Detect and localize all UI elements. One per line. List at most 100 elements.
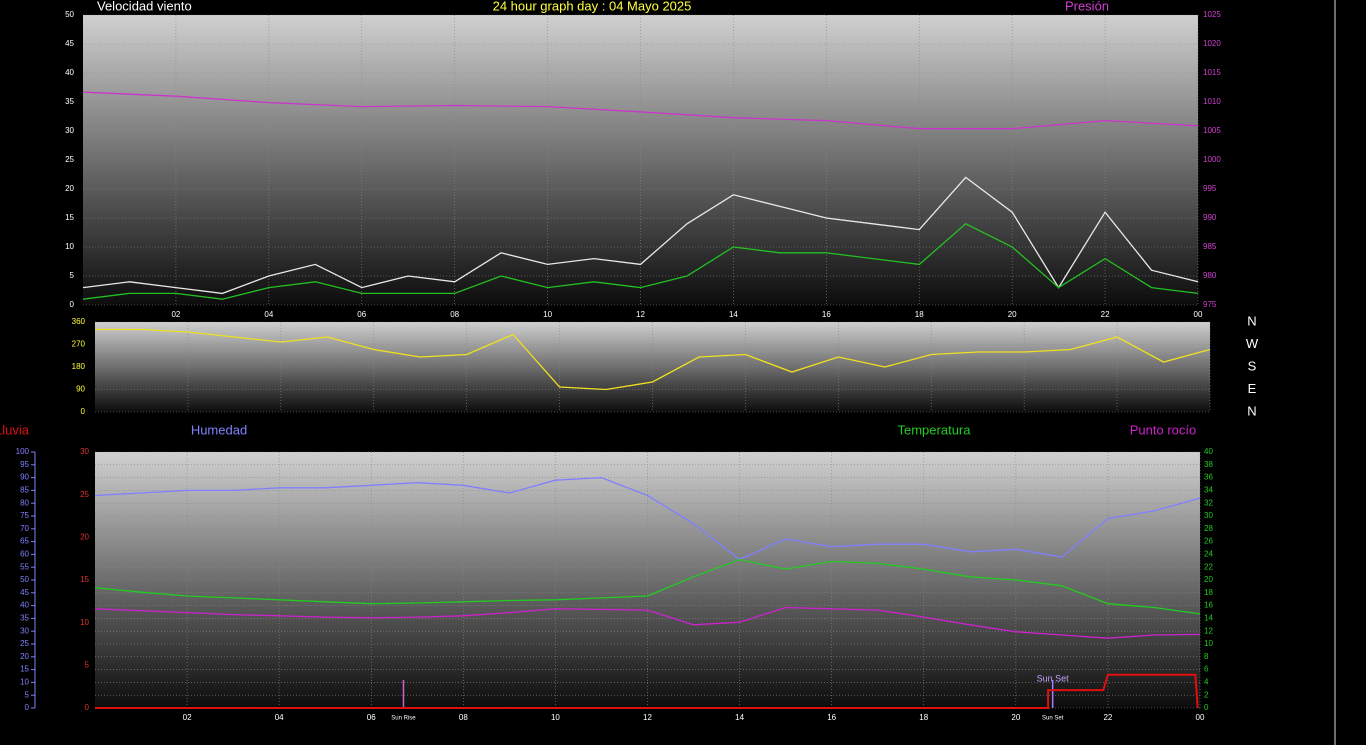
y2-tick-label: 16 bbox=[1204, 601, 1213, 610]
y2-tick-label: 10 bbox=[1204, 639, 1213, 648]
y-tick-label: 180 bbox=[72, 362, 86, 371]
y-tick-label: 100 bbox=[16, 447, 30, 456]
y2-tick-label: 8 bbox=[1204, 652, 1209, 661]
series-line bbox=[82, 223, 1199, 300]
y-tick-label: 70 bbox=[20, 524, 29, 533]
x-tick-label: 02 bbox=[171, 310, 180, 319]
x-tick-label: 20 bbox=[1008, 310, 1017, 319]
x-tick-label: 00 bbox=[1194, 310, 1203, 319]
y-tick-label: 90 bbox=[76, 385, 85, 394]
series-line bbox=[82, 176, 1199, 295]
y2-tick-label: 4 bbox=[1204, 678, 1209, 687]
y-tick-label: 75 bbox=[20, 511, 29, 520]
y2-tick-label: 26 bbox=[1204, 537, 1213, 546]
y3-tick-label: 15 bbox=[80, 575, 89, 584]
y-tick-label: 30 bbox=[65, 126, 74, 135]
y2-tick-label: W bbox=[1246, 336, 1259, 351]
y-tick-label: 55 bbox=[20, 562, 29, 571]
y2-tick-label: 1025 bbox=[1203, 10, 1221, 19]
x-tick-label: 18 bbox=[915, 310, 924, 319]
y3-tick-label: 10 bbox=[80, 618, 89, 627]
series-line bbox=[94, 606, 1201, 639]
x-tick-label: 06 bbox=[367, 713, 376, 722]
x-tick-label: 16 bbox=[827, 713, 836, 722]
series-line bbox=[82, 91, 1199, 130]
x-tick-label: 20 bbox=[1011, 713, 1020, 722]
pressure-label: Presión bbox=[1065, 0, 1109, 13]
x-tick-label: 08 bbox=[459, 713, 468, 722]
y2-tick-label: 40 bbox=[1204, 447, 1213, 456]
y-tick-label: 50 bbox=[65, 10, 74, 19]
y2-tick-label: 22 bbox=[1204, 562, 1213, 571]
y-tick-label: 45 bbox=[65, 39, 74, 48]
y2-tick-label: 985 bbox=[1203, 242, 1217, 251]
series-line bbox=[94, 476, 1201, 561]
x-tick-label: 18 bbox=[919, 713, 928, 722]
y-tick-label: 5 bbox=[25, 690, 30, 699]
series-line bbox=[94, 558, 1201, 615]
y2-tick-label: N bbox=[1247, 313, 1256, 328]
y-tick-label: 0 bbox=[25, 703, 30, 712]
y-tick-label: 10 bbox=[20, 678, 29, 687]
sun-label: Sun Set bbox=[1042, 716, 1064, 722]
y-tick-label: 5 bbox=[70, 271, 75, 280]
y-tick-label: 95 bbox=[20, 460, 29, 469]
x-tick-label: 16 bbox=[822, 310, 831, 319]
x-tick-label: 04 bbox=[275, 713, 284, 722]
chart-title: 24 hour graph day : 04 Mayo 2025 bbox=[493, 0, 692, 13]
y2-tick-label: 980 bbox=[1203, 271, 1217, 280]
x-tick-label: 14 bbox=[735, 713, 744, 722]
y-tick-label: 20 bbox=[20, 652, 29, 661]
x-tick-label: 10 bbox=[551, 713, 560, 722]
y-tick-label: 80 bbox=[20, 498, 29, 507]
y2-tick-label: 24 bbox=[1204, 550, 1213, 559]
y2-tick-label: 12 bbox=[1204, 626, 1213, 635]
y-tick-label: 15 bbox=[65, 213, 74, 222]
x-tick-label: 00 bbox=[1196, 713, 1205, 722]
y-tick-label: 35 bbox=[20, 614, 29, 623]
y2-tick-label: 30 bbox=[1204, 511, 1213, 520]
x-tick-label: 02 bbox=[183, 713, 192, 722]
y2-tick-label: E bbox=[1248, 381, 1257, 396]
y2-tick-label: 28 bbox=[1204, 524, 1213, 533]
y-tick-label: 25 bbox=[20, 639, 29, 648]
x-tick-label: 22 bbox=[1103, 713, 1112, 722]
y2-tick-label: 1020 bbox=[1203, 39, 1221, 48]
x-tick-label: 08 bbox=[450, 310, 459, 319]
legend-label: Humedad bbox=[191, 422, 247, 437]
sun-label-top: Sun Set bbox=[1037, 673, 1070, 683]
y-tick-label: 270 bbox=[72, 340, 86, 349]
y-tick-label: 90 bbox=[20, 473, 29, 482]
y-tick-label: 50 bbox=[20, 575, 29, 584]
x-tick-label: 14 bbox=[729, 310, 738, 319]
y-tick-label: 40 bbox=[65, 68, 74, 77]
y3-tick-label: 20 bbox=[80, 532, 89, 541]
series-line bbox=[95, 328, 1211, 391]
x-tick-label: 10 bbox=[543, 310, 552, 319]
x-tick-label: 12 bbox=[643, 713, 652, 722]
y2-tick-label: 1005 bbox=[1203, 126, 1221, 135]
y-tick-label: 35 bbox=[65, 97, 74, 106]
y2-tick-label: 2 bbox=[1204, 690, 1209, 699]
y2-tick-label: 34 bbox=[1204, 486, 1213, 495]
y2-tick-label: 32 bbox=[1204, 498, 1213, 507]
y-tick-label: 20 bbox=[65, 184, 74, 193]
y-tick-label: 10 bbox=[65, 242, 74, 251]
y2-tick-label: 995 bbox=[1203, 184, 1217, 193]
y2-tick-label: 6 bbox=[1204, 665, 1209, 674]
y-tick-label: 15 bbox=[20, 665, 29, 674]
legend-label: Lluvia bbox=[0, 422, 30, 437]
y2-tick-label: S bbox=[1248, 358, 1257, 373]
y2-tick-label: 20 bbox=[1204, 575, 1213, 584]
y2-tick-label: 38 bbox=[1204, 460, 1213, 469]
y-tick-label: 45 bbox=[20, 588, 29, 597]
y-tick-label: 85 bbox=[20, 486, 29, 495]
y-tick-label: 60 bbox=[20, 550, 29, 559]
y3-tick-label: 25 bbox=[80, 490, 89, 499]
legend-label: Temperatura bbox=[898, 422, 972, 437]
y-tick-label: 0 bbox=[81, 407, 86, 416]
x-tick-label: 06 bbox=[357, 310, 366, 319]
y-tick-label: 360 bbox=[72, 317, 86, 326]
y3-tick-label: 30 bbox=[80, 447, 89, 456]
